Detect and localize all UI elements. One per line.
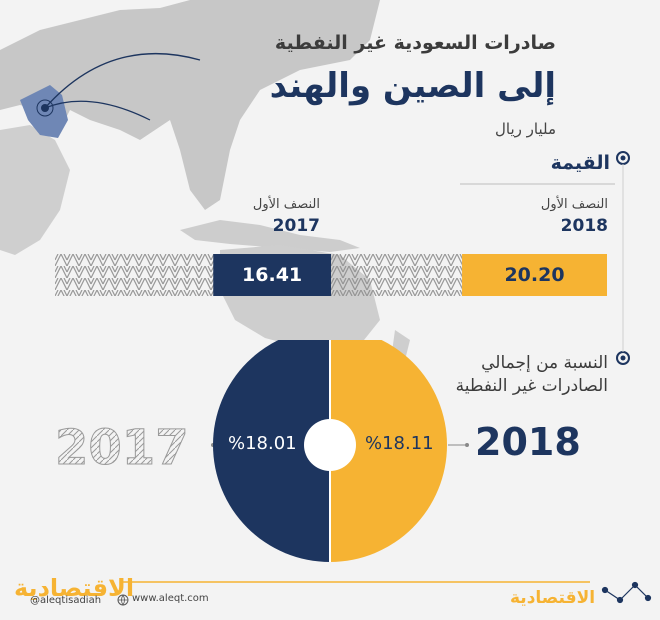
share-title-line-1: النسبة من إجمالي (481, 353, 608, 373)
bar-value-2018: 20.20 (504, 264, 565, 286)
big-year-2017: 2017 (55, 420, 189, 474)
value-section-title: القيمة (550, 152, 610, 174)
bar-value-2017: 16.41 (242, 264, 303, 286)
half-label-2018: النصف الأول (540, 197, 608, 212)
big-year-2017-outline: 2017 (55, 420, 189, 475)
donut-slice-2018 (330, 340, 447, 562)
donut-hole (304, 419, 356, 471)
big-year-2018: 2018 (475, 420, 581, 464)
value-bars (55, 254, 607, 296)
social-handle: @aleqtisadiah (30, 595, 102, 606)
year-label-2018: 2018 (560, 216, 608, 236)
website-url: www.aleqt.com (132, 593, 209, 604)
share-section-title: النسبة من إجمالي الصادرات غير النفطية (388, 352, 608, 398)
share-value-2017: %18.01 (228, 433, 297, 454)
half-label-2017: النصف الأول (252, 197, 320, 212)
unit-label: مليار ريال (495, 120, 556, 138)
share-title-line-2: الصادرات غير النفطية (455, 375, 608, 396)
globe-icon (117, 591, 129, 606)
bar-2017 (213, 254, 331, 296)
donut-slice-2017 (213, 340, 330, 562)
title-line-1: صادرات السعودية غير النفطية (274, 32, 556, 54)
footer-logo-left: الاقتصادية (14, 574, 135, 602)
bar-2018 (462, 254, 607, 296)
year-label-2017: 2017 (272, 216, 320, 236)
footer-logo-right: الاقتصادية (510, 588, 596, 608)
share-donut (211, 340, 469, 562)
share-value-2018: %18.11 (365, 433, 434, 454)
title-line-2: إلى الصين والهند (269, 66, 556, 106)
